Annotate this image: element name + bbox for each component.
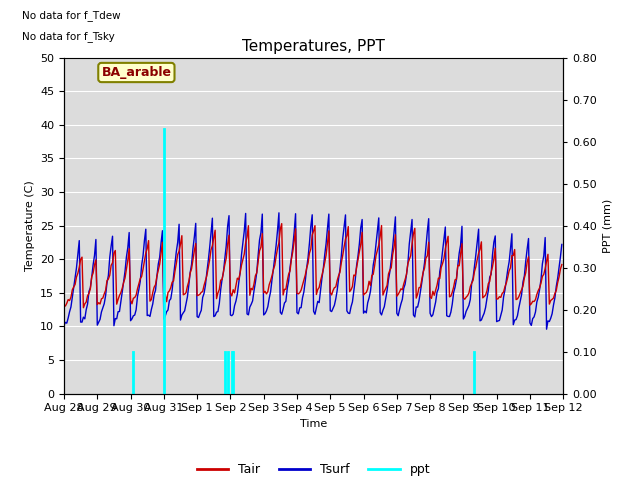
Tsurf [121, 269, 129, 275]
Tsurf [279, 306, 287, 312]
Tair [281, 287, 289, 292]
Tair [60, 302, 68, 308]
Y-axis label: Temperature (C): Temperature (C) [24, 180, 35, 271]
Tair [227, 290, 234, 296]
Tsurf [225, 213, 233, 218]
Tair [210, 235, 218, 240]
Legend: Tair, Tsurf, ppt: Tair, Tsurf, ppt [192, 458, 435, 480]
Tair [278, 221, 285, 227]
Text: No data for f_Tsky: No data for f_Tsky [22, 31, 115, 42]
Tair [235, 276, 243, 282]
Tsurf [234, 291, 241, 297]
Line: Tair: Tair [64, 224, 562, 308]
Text: BA_arable: BA_arable [101, 66, 172, 79]
Y-axis label: PPT (mm): PPT (mm) [602, 198, 612, 253]
Line: Tsurf: Tsurf [64, 213, 562, 329]
Tair [123, 266, 131, 272]
Title: Temperatures, PPT: Temperatures, PPT [242, 39, 385, 54]
Tair [558, 262, 566, 267]
Tsurf [558, 241, 566, 247]
Text: No data for f_Tdew: No data for f_Tdew [22, 11, 120, 22]
Tsurf [543, 326, 550, 332]
Tsurf [275, 210, 283, 216]
X-axis label: Time: Time [300, 419, 327, 429]
Tsurf [209, 216, 216, 221]
Tair [533, 291, 541, 297]
Tair [79, 305, 87, 311]
Tsurf [60, 323, 68, 328]
Tsurf [532, 309, 540, 315]
